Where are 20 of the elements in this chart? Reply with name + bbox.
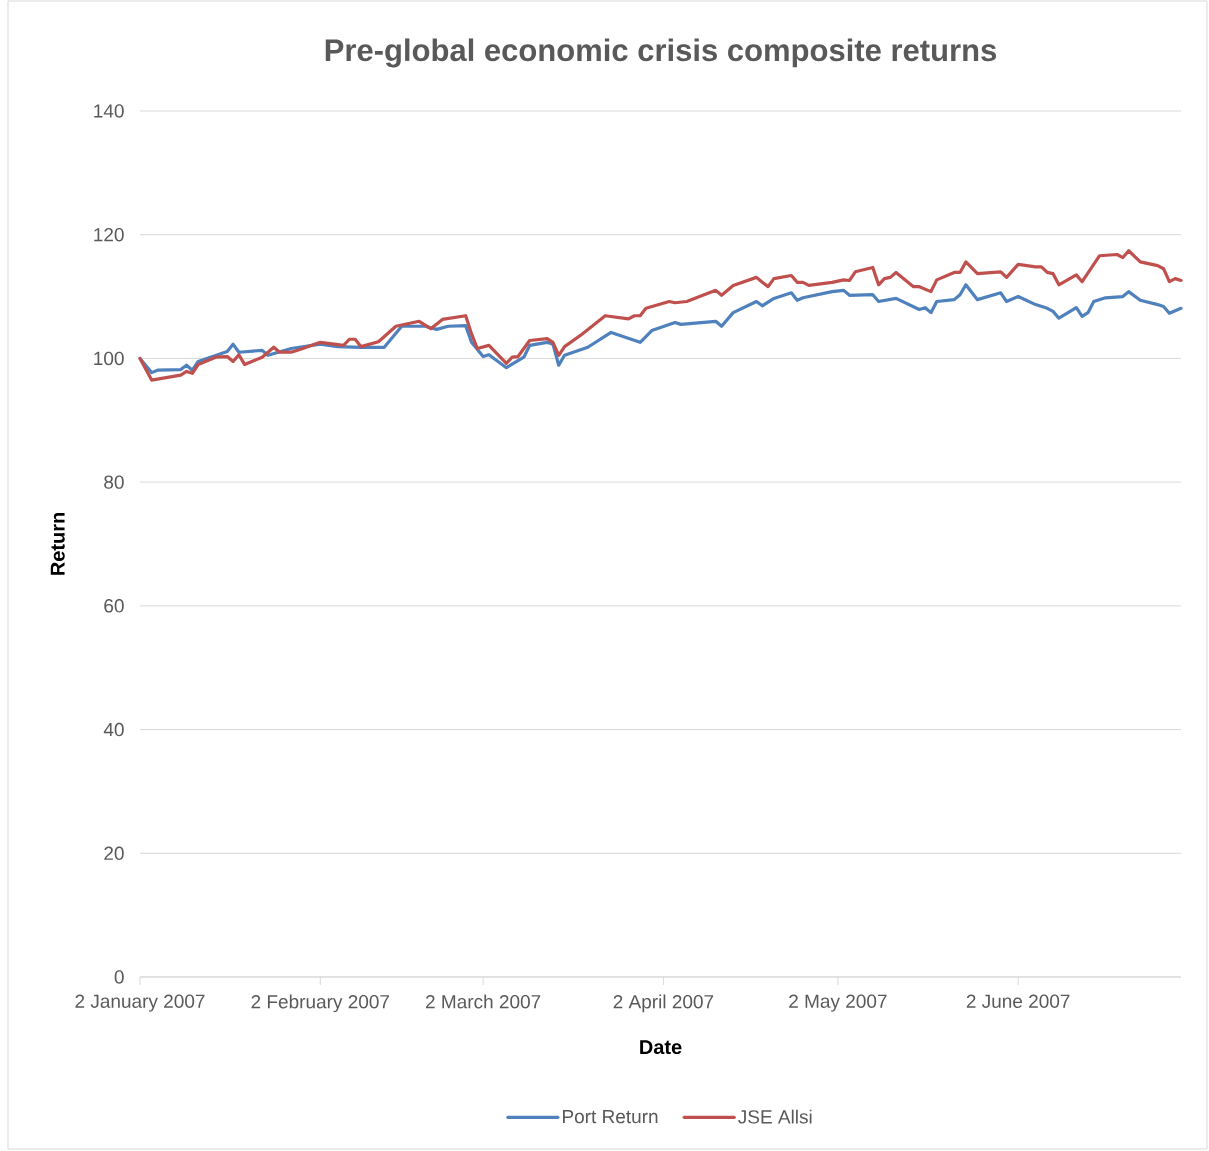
y-tick-label: 80 bbox=[104, 475, 124, 489]
y-tick-label: 60 bbox=[104, 599, 124, 613]
x-tick-label: 2 June 2007 bbox=[966, 994, 1070, 1008]
y-tick-label: 100 bbox=[94, 351, 124, 366]
x-axis-title: Date bbox=[640, 1040, 682, 1055]
legend-label: Port Return bbox=[563, 1109, 658, 1124]
x-tick-label: 2 May 2007 bbox=[789, 994, 887, 1012]
x-tick-label: 2 February 2007 bbox=[251, 994, 390, 1013]
y-tick-label: 140 bbox=[94, 104, 124, 118]
chart-title: Pre-global economic crisis composite returns bbox=[325, 38, 997, 68]
line-series bbox=[138, 249, 1183, 382]
y-tick-label: 40 bbox=[103, 722, 124, 737]
y-tick-label: 20 bbox=[104, 846, 124, 860]
y-tick-label: 120 bbox=[94, 227, 124, 242]
x-tick-label: 2 January 2007 bbox=[75, 994, 205, 1012]
legend-label: JSE Allsi bbox=[738, 1109, 812, 1124]
y-axis-title: Return bbox=[50, 513, 65, 575]
x-tick-label: 2 April 2007 bbox=[613, 994, 714, 1013]
x-tick-label: 2 March 2007 bbox=[425, 994, 541, 1009]
y-tick-label: 0 bbox=[114, 970, 124, 984]
